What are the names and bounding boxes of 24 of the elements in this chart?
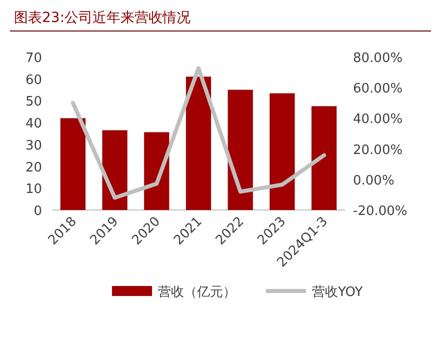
bar xyxy=(60,118,86,210)
y2-tick-label: 80.00% xyxy=(353,51,403,66)
y2-tick-label: 20.00% xyxy=(353,142,403,158)
line-series xyxy=(70,66,326,200)
y-tick-label: 60 xyxy=(25,72,42,88)
legend-label: 营收YOY xyxy=(312,285,363,300)
y-tick-label: 70 xyxy=(25,51,42,66)
y-tick-label: 10 xyxy=(25,182,42,198)
y-tick-label: 0 xyxy=(34,204,42,219)
y2-tick-label: 0.00% xyxy=(353,173,394,188)
bar xyxy=(186,76,212,210)
bar xyxy=(228,90,253,210)
y2-tick-label: 40.00% xyxy=(353,112,403,128)
chart-title: 图表23:公司近年来营收情况 xyxy=(14,10,191,26)
bar xyxy=(312,106,337,210)
y-tick-label: 30 xyxy=(25,138,42,154)
y-tick-label: 50 xyxy=(25,94,42,110)
y2-tick-label: -20.00% xyxy=(353,204,408,219)
y-tick-label: 40 xyxy=(25,116,42,132)
y2-tick-label: 60.00% xyxy=(353,82,403,97)
y-tick-label: 20 xyxy=(25,160,42,176)
legend-label: 营收（亿元） xyxy=(158,285,236,300)
bar xyxy=(102,130,128,210)
bar xyxy=(270,93,295,210)
